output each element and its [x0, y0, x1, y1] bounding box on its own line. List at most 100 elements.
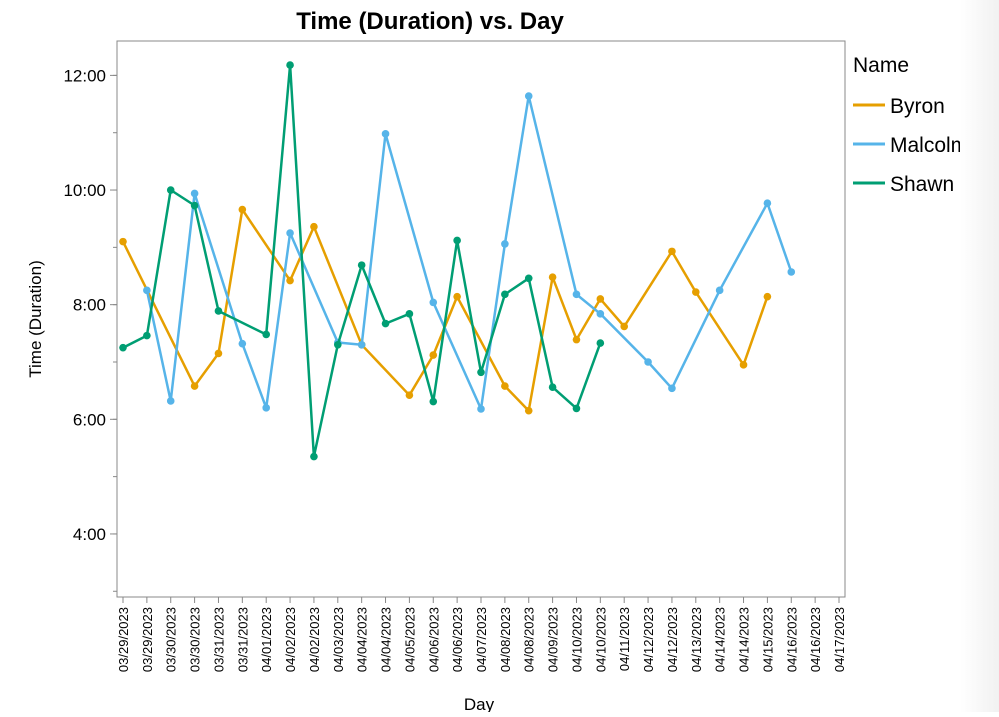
data-point: [286, 276, 294, 285]
legend-title: Name: [853, 54, 909, 77]
x-tick-label: 04/12/2023: [665, 607, 680, 672]
series-line: [121, 208, 769, 412]
x-tick-label: 04/03/2023: [331, 607, 346, 672]
data-point: [190, 201, 199, 210]
data-point: [310, 222, 318, 231]
legend-label: Byron: [890, 95, 945, 118]
data-point: [787, 268, 796, 276]
x-axis-label: Day: [464, 695, 495, 712]
y-axis: 4:00 6:00 8:00 10:00 12:00: [63, 66, 117, 592]
data-point: [286, 61, 294, 69]
series-layer: [119, 61, 796, 461]
data-point: [357, 340, 366, 349]
x-tick-label: 04/04/2023: [379, 607, 394, 672]
data-point: [429, 397, 438, 406]
series-shawn: [119, 61, 605, 461]
data-point: [166, 397, 175, 405]
data-point: [668, 384, 676, 393]
x-tick-label: 04/11/2023: [617, 607, 632, 671]
data-point: [238, 205, 247, 214]
data-point: [524, 274, 533, 283]
data-point: [596, 295, 605, 303]
x-tick-label: 03/29/2023: [140, 607, 155, 672]
y-tick-label: 10:00: [63, 181, 106, 200]
data-point: [715, 286, 724, 295]
x-tick-label: 04/14/2023: [737, 607, 752, 672]
data-point: [214, 307, 223, 315]
data-point: [214, 349, 223, 358]
data-point: [620, 322, 628, 331]
plot-frame: [116, 40, 846, 598]
data-point: [357, 261, 366, 269]
data-point: [548, 383, 557, 392]
data-point: [190, 382, 199, 390]
data-point: [166, 186, 175, 194]
y-tick-label: 6:00: [73, 410, 106, 429]
window-edge: [960, 0, 999, 712]
x-tick-label: 03/31/2023: [211, 607, 226, 672]
x-tick-label: 04/10/2023: [569, 607, 584, 672]
x-tick-label: 03/31/2023: [235, 607, 250, 672]
data-point: [548, 273, 557, 281]
data-point: [668, 247, 676, 256]
x-tick-label: 04/10/2023: [593, 607, 608, 672]
data-point: [381, 319, 390, 328]
series-line: [145, 94, 793, 411]
x-tick-label: 04/09/2023: [546, 607, 561, 672]
data-point: [644, 358, 652, 366]
data-point: [501, 290, 509, 299]
data-point: [524, 92, 533, 100]
data-point: [262, 330, 271, 339]
data-point: [501, 382, 509, 390]
data-point: [286, 229, 294, 237]
data-point: [572, 290, 581, 299]
y-tick-label: 12:00: [63, 66, 106, 85]
data-point: [143, 286, 151, 295]
data-point: [190, 189, 199, 198]
legend: Name Byron Malcolm Shawn: [853, 54, 968, 196]
y-tick-label: 8:00: [73, 296, 106, 315]
data-point: [238, 339, 247, 348]
x-axis: 03/29/2023 03/29/2023 03/30/2023 03/30/2023…: [116, 597, 847, 672]
data-point: [453, 292, 461, 301]
x-tick-label: 04/14/2023: [713, 607, 728, 672]
y-axis-label: Time (Duration): [26, 260, 45, 377]
x-tick-label: 04/16/2023: [808, 607, 823, 672]
data-point: [334, 340, 342, 349]
x-tick-label: 04/17/2023: [832, 607, 847, 672]
legend-label: Malcolm: [890, 134, 968, 157]
data-point: [429, 298, 438, 307]
x-tick-label: 04/13/2023: [689, 607, 704, 672]
chart-title: Time (Duration) vs. Day: [296, 8, 564, 35]
data-point: [310, 452, 318, 461]
x-tick-label: 04/05/2023: [402, 607, 417, 672]
data-point: [405, 391, 414, 400]
data-point: [572, 404, 581, 413]
series-byron: [119, 205, 772, 415]
x-tick-label: 04/07/2023: [474, 607, 489, 672]
x-tick-label: 04/02/2023: [283, 607, 298, 672]
x-tick-label: 04/06/2023: [450, 607, 465, 672]
data-point: [572, 335, 581, 344]
x-tick-label: 04/08/2023: [522, 607, 537, 672]
data-point: [381, 130, 390, 138]
data-point: [692, 288, 700, 296]
x-tick-label: 03/29/2023: [116, 607, 131, 672]
x-tick-label: 04/01/2023: [259, 607, 274, 672]
data-point: [119, 237, 127, 246]
y-tick-label: 4:00: [73, 525, 106, 544]
x-tick-label: 04/16/2023: [784, 607, 799, 672]
data-point: [501, 240, 509, 248]
x-tick-label: 04/06/2023: [426, 607, 441, 672]
data-point: [429, 351, 438, 359]
series-malcolm: [143, 92, 796, 413]
x-tick-label: 04/02/2023: [307, 607, 322, 672]
data-point: [262, 404, 271, 412]
data-point: [119, 343, 127, 352]
data-point: [596, 310, 605, 318]
data-point: [524, 406, 533, 415]
data-point: [739, 361, 748, 369]
x-tick-label: 04/12/2023: [641, 607, 656, 672]
